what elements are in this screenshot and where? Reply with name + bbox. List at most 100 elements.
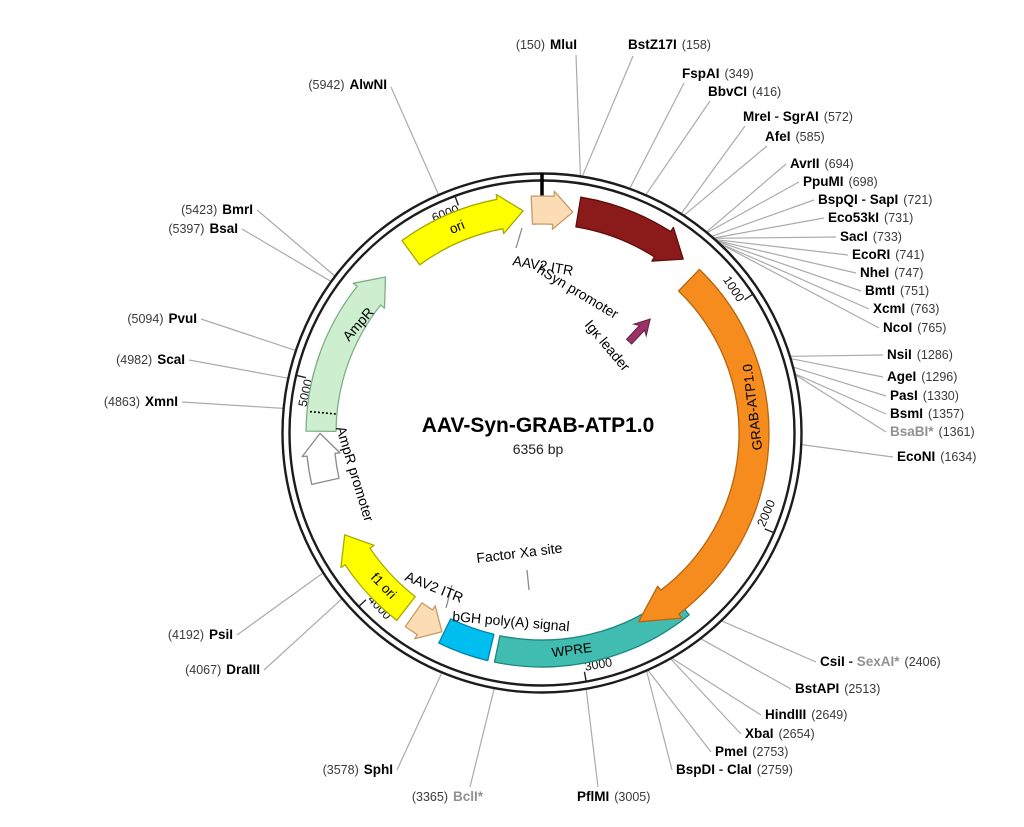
feature-wpre[interactable] <box>493 593 690 668</box>
tick-mark-5000 <box>296 374 307 379</box>
feature-label-ig-leader: Igκ leader <box>582 317 634 375</box>
leader-line-MluI <box>575 54 581 176</box>
enzyme-label-AgeI[interactable]: AgeI (1296) <box>887 369 957 385</box>
enzyme-label-EcoRI[interactable]: EcoRI (741) <box>852 247 924 263</box>
enzyme-label-Eco53kI[interactable]: Eco53kI (731) <box>828 210 913 226</box>
enzyme-position: (416) <box>752 85 782 99</box>
enzyme-label-PflMI[interactable]: PflMI (3005) <box>577 789 650 805</box>
enzyme-label-HindIII[interactable]: HindIII (2649) <box>765 707 847 723</box>
enzyme-label-PsiI[interactable]: (4192) PsiI <box>168 627 233 643</box>
enzyme-position: (763) <box>910 302 940 316</box>
enzyme-name: BclI* <box>452 789 483 804</box>
aav2-itr-bottom-leader <box>445 584 453 609</box>
enzyme-label-SphI[interactable]: (3578) SphI <box>323 762 393 778</box>
enzyme-name: XmnI <box>144 394 178 409</box>
enzyme-name: MreI - SgrAI <box>743 109 819 124</box>
enzyme-label-AvrII[interactable]: AvrII (694) <box>790 156 854 172</box>
enzyme-label-BclI[interactable]: (3365) BclI* <box>412 789 483 805</box>
leader-line-PpuMI <box>707 181 800 234</box>
enzyme-name: Eco53kI <box>828 210 880 225</box>
feature-hsyn-promoter[interactable] <box>575 196 684 262</box>
feature-ampr-promoter[interactable] <box>301 432 341 486</box>
enzyme-position: (349) <box>724 67 754 81</box>
enzyme-label-BsaI[interactable]: (5397) BsaI <box>168 221 238 237</box>
enzyme-name: BspDI - ClaI <box>676 762 752 777</box>
enzyme-name: EcoRI <box>852 247 891 262</box>
enzyme-label-BsmI[interactable]: BsmI (1357) <box>890 406 964 422</box>
enzyme-position: (2753) <box>752 745 789 759</box>
enzyme-position: (2654) <box>778 727 815 741</box>
enzyme-label-XcmI[interactable]: XcmI (763) <box>873 301 939 317</box>
enzyme-label-MluI[interactable]: (150) MluI <box>516 37 577 53</box>
enzyme-position: (5423) <box>181 203 218 217</box>
enzyme-label-BstZ17I[interactable]: BstZ17I (158) <box>628 37 711 53</box>
enzyme-name: SacI <box>840 229 868 244</box>
enzyme-position: (2649) <box>811 708 848 722</box>
enzyme-label-EcoNI[interactable]: EcoNI (1634) <box>897 449 976 465</box>
enzyme-label-PasI[interactable]: PasI (1330) <box>890 388 959 404</box>
leader-line-EcoRI <box>715 239 849 256</box>
enzyme-position: (585) <box>795 130 825 144</box>
feature-aav2-itr[interactable] <box>404 602 443 640</box>
enzyme-name: AfeI <box>765 129 791 144</box>
leader-line-NheI <box>716 240 857 274</box>
enzyme-label-XbaI[interactable]: XbaI (2654) <box>745 726 815 742</box>
enzyme-position: (1361) <box>938 425 975 439</box>
enzyme-label-BstAPI[interactable]: BstAPI (2513) <box>795 681 880 697</box>
tick-mark-3000 <box>583 671 587 682</box>
enzyme-label-BbvCI[interactable]: BbvCI (416) <box>708 84 781 100</box>
leader-line-BclI* <box>469 688 495 788</box>
enzyme-label-BspDI-ClaI[interactable]: BspDI - ClaI (2759) <box>676 762 793 778</box>
feature-igk-leader-arrow[interactable] <box>623 313 657 347</box>
enzyme-name: NheI <box>860 265 890 280</box>
enzyme-label-BmtI[interactable]: BmtI (751) <box>865 283 929 299</box>
leader-line-BstZ17I <box>581 55 634 177</box>
enzyme-name: PsiI <box>208 627 233 642</box>
feature-ori[interactable] <box>401 193 524 266</box>
enzyme-label-NsiI[interactable]: NsiI (1286) <box>887 347 953 363</box>
leader-line-AfeI <box>683 145 768 216</box>
enzyme-name: XbaI <box>745 726 774 741</box>
enzyme-label-BspQI-SapI[interactable]: BspQI - SapI (721) <box>818 192 932 208</box>
leader-line-BspQI <box>711 199 815 237</box>
leader-line-PflMI <box>585 689 599 788</box>
leader-line-AgeI <box>791 358 884 378</box>
enzyme-name: BsaI <box>209 221 238 236</box>
enzyme-label-PmeI[interactable]: PmeI (2753) <box>715 744 788 760</box>
enzyme-position: (1634) <box>940 450 977 464</box>
feature-f1-ori[interactable] <box>340 534 416 621</box>
enzyme-position: (731) <box>884 211 914 225</box>
enzyme-label-SacI[interactable]: SacI (733) <box>840 229 902 245</box>
enzyme-position: (2406) <box>904 655 941 669</box>
leader-line-NcoI <box>720 243 880 329</box>
feature-band-label-wpre: WPRE <box>551 640 593 660</box>
feature-grab-atp1-0[interactable] <box>637 268 770 623</box>
enzyme-label-NheI[interactable]: NheI (747) <box>860 265 923 281</box>
enzyme-position: (698) <box>848 175 878 189</box>
enzyme-label-NcoI[interactable]: NcoI (765) <box>883 320 946 336</box>
feature-aav2-itr[interactable] <box>530 190 574 230</box>
tick-mark-4000 <box>358 599 367 608</box>
enzyme-label-MreI-SgrAI[interactable]: MreI - SgrAI (572) <box>743 109 853 125</box>
enzyme-label-CsiI-SexAI[interactable]: CsiI - SexAI* (2406) <box>820 654 941 670</box>
enzyme-label-BsaBI[interactable]: BsaBI* (1361) <box>890 424 975 440</box>
enzyme-position: (4192) <box>167 628 204 642</box>
leader-line-BsmI <box>794 373 887 415</box>
enzyme-label-FspAI[interactable]: FspAI (349) <box>682 66 754 82</box>
enzyme-position: (3365) <box>411 790 448 804</box>
enzyme-name: CsiI - SexAI* <box>820 654 900 669</box>
leader-line-SphI <box>396 672 443 771</box>
enzyme-label-PpuMI[interactable]: PpuMI (698) <box>803 174 878 190</box>
enzyme-label-XmnI[interactable]: (4863) XmnI <box>104 394 178 410</box>
tick-mark-1000 <box>744 293 754 301</box>
enzyme-label-BmrI[interactable]: (5423) BmrI <box>181 202 253 218</box>
enzyme-name: NcoI <box>883 320 913 335</box>
enzyme-label-AlwNI[interactable]: (5942) AlwNI <box>308 77 387 93</box>
enzyme-label-PvuI[interactable]: (5094) PvuI <box>127 311 197 327</box>
feature-bgh-poly-a-signal[interactable] <box>438 618 495 662</box>
enzyme-label-ScaI[interactable]: (4982) ScaI <box>116 352 185 368</box>
feature-ampr[interactable] <box>305 276 387 433</box>
enzyme-label-AfeI[interactable]: AfeI (585) <box>765 129 825 145</box>
enzyme-label-DraIII[interactable]: (4067) DraIII <box>185 662 260 678</box>
enzyme-name: BstZ17I <box>628 37 677 52</box>
